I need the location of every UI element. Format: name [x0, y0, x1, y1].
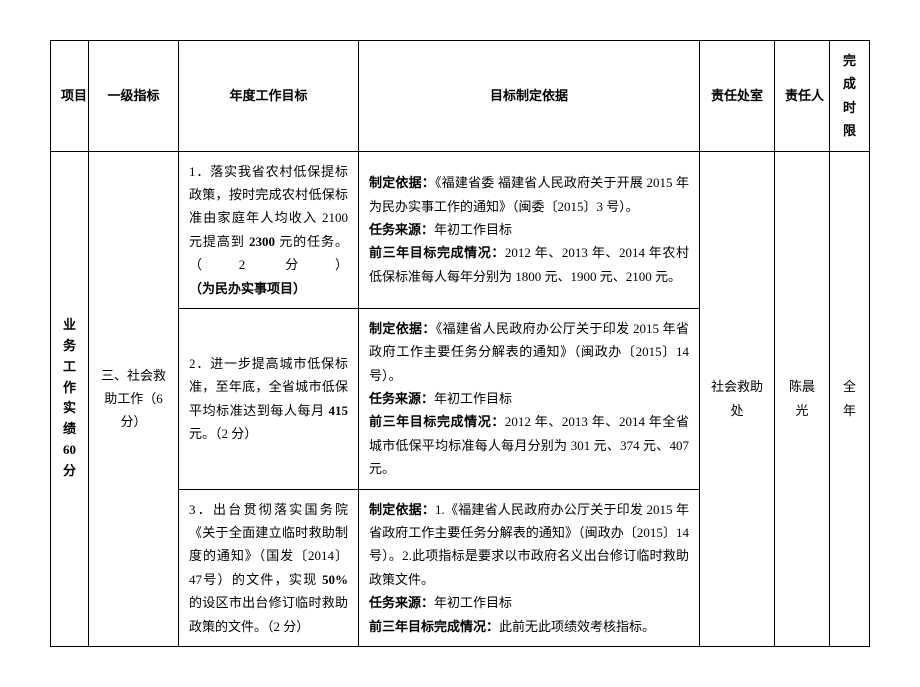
goal-cell: 3．出台贯彻落实国务院《关于全面建立临时救助制度的通知》（国发〔2014〕47号… — [179, 489, 359, 646]
assessment-table: 项目 一级指标 年度工作目标 目标制定依据 责任处室 责任人 完成 时限 业务工… — [50, 40, 870, 647]
basis-cell: 制定依据：1.《福建省人民政府办公厅关于印发 2015 年省政府工作主要任务分解… — [359, 489, 700, 646]
goal-bold-2: （为民办实事项目） — [189, 281, 306, 296]
dept-cell: 社会救助处 — [700, 151, 775, 646]
person-cell: 陈晨光 — [775, 151, 830, 646]
basis-text-2: 年初工作目标 — [434, 391, 512, 406]
header-level1: 一级指标 — [89, 41, 179, 152]
goal-bold-1: 415 — [329, 403, 349, 418]
header-annual-goal: 年度工作目标 — [179, 41, 359, 152]
level1-cell: 三、社会救助工作（6 分） — [89, 151, 179, 646]
header-row: 项目 一级指标 年度工作目标 目标制定依据 责任处室 责任人 完成 时限 — [51, 41, 870, 152]
goal-text-pre: 2．进一步提高城市低保标准，至年底，全省城市低保平均标准达到每人每月 — [189, 356, 348, 418]
basis-label-1: 制定依据： — [369, 502, 435, 517]
basis-label-3: 前三年目标完成情况： — [369, 414, 505, 429]
deadline-cell: 全年 — [830, 151, 870, 646]
header-basis: 目标制定依据 — [359, 41, 700, 152]
basis-cell: 制定依据：《福建省委 福建省人民政府关于开展 2015 年为民办实事工作的通知》… — [359, 151, 700, 308]
basis-label-2: 任务来源： — [369, 391, 434, 406]
basis-text-3: 此前无此项绩效考核指标。 — [499, 619, 655, 634]
basis-text-2: 年初工作目标 — [434, 222, 512, 237]
basis-label-3: 前三年目标完成情况： — [369, 619, 499, 634]
header-person: 责任人 — [775, 41, 830, 152]
basis-text-2: 年初工作目标 — [434, 595, 512, 610]
project-label: 业务工作实绩60分 — [63, 315, 76, 481]
header-dept: 责任处室 — [700, 41, 775, 152]
basis-label-3: 前三年目标完成情况： — [369, 245, 505, 260]
goal-bold-1: 50% — [322, 572, 348, 587]
basis-label-2: 任务来源： — [369, 222, 434, 237]
goal-text-mid: 的设区市出台修订临时救助政策的文件。（2 分） — [189, 595, 348, 633]
goal-bold-1: 2300 — [249, 234, 275, 249]
basis-label-1: 制定依据： — [369, 175, 435, 190]
header-deadline: 完成 时限 — [830, 41, 870, 152]
basis-label-2: 任务来源： — [369, 595, 434, 610]
basis-cell: 制定依据：《福建省人民政府办公厅关于印发 2015 年省政府工作主要任务分解表的… — [359, 308, 700, 489]
table-row: 业务工作实绩60分 三、社会救助工作（6 分） 1．落实我省农村低保提标政策，按… — [51, 151, 870, 308]
goal-cell: 2．进一步提高城市低保标准，至年底，全省城市低保平均标准达到每人每月 415 元… — [179, 308, 359, 489]
goal-text-mid: 元。（2 分） — [189, 426, 257, 441]
basis-label-1: 制定依据： — [369, 321, 436, 336]
goal-cell: 1．落实我省农村低保提标政策，按时完成农村低保标准由家庭年人均收入 2100 元… — [179, 151, 359, 308]
project-cell: 业务工作实绩60分 — [51, 151, 89, 646]
header-project: 项目 — [51, 41, 89, 152]
